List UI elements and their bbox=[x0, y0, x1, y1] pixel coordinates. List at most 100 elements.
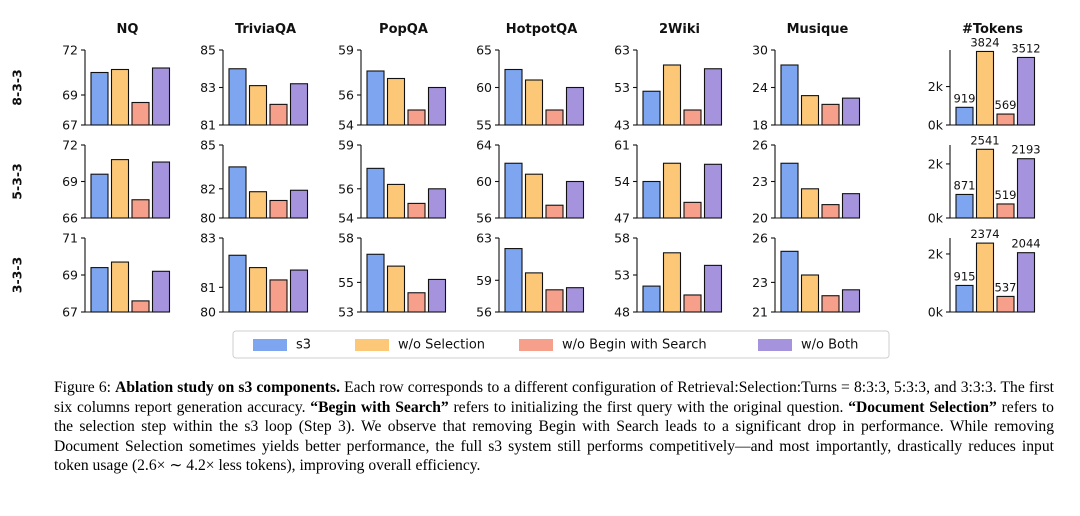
y-tick-label: 71 bbox=[62, 231, 78, 246]
bar-w-o-both bbox=[565, 287, 585, 313]
y-tick-label: 80 bbox=[200, 305, 216, 320]
data-label: 537 bbox=[995, 280, 1017, 294]
panel-nq-5-3-3: 66 69 72 bbox=[62, 138, 171, 226]
y-tick-label: 69 bbox=[62, 88, 78, 103]
bar-w-o-begin-with-search bbox=[131, 300, 150, 313]
data-label: 569 bbox=[995, 98, 1017, 112]
bar-s3 bbox=[228, 166, 247, 219]
y-tick-label: 43 bbox=[614, 118, 630, 133]
bar-w-o-both bbox=[289, 189, 309, 219]
bar-w-o-both bbox=[565, 180, 585, 219]
panel-nq-3-3-3: 67 69 71 bbox=[62, 231, 171, 320]
bar-s3 bbox=[642, 180, 661, 219]
bar-s3 bbox=[90, 267, 109, 313]
bar-w-o-selection bbox=[800, 188, 820, 219]
bar-w-o-selection bbox=[975, 242, 995, 313]
bar-w-o-selection bbox=[662, 64, 682, 126]
bar-w-o-both bbox=[841, 289, 861, 313]
column-title-tokens: #Tokens bbox=[962, 22, 1023, 37]
bar-w-o-selection bbox=[110, 159, 130, 219]
panel-tokens-3-3-3: 0k 2k 915 2374 537 2044 bbox=[928, 227, 1041, 319]
caption-title: Ablation study on s3 components. bbox=[115, 379, 340, 396]
legend-label-w-o-begin-with-search: w/o Begin with Search bbox=[562, 338, 707, 353]
bar-w-o-begin-with-search bbox=[821, 204, 840, 219]
y-tick-label: 69 bbox=[62, 268, 78, 283]
data-label: 3512 bbox=[1011, 41, 1040, 55]
bar-w-o-begin-with-search bbox=[407, 292, 426, 313]
bar-w-o-begin-with-search bbox=[996, 295, 1015, 313]
y-tick-label: 30 bbox=[752, 43, 768, 58]
caption-sentence-2: refers to initializing the first query w… bbox=[453, 398, 844, 416]
bar-s3 bbox=[504, 162, 523, 219]
bar-w-o-begin-with-search bbox=[683, 294, 702, 313]
panel-triviaqa-5-3-3: 80 82 85 bbox=[200, 138, 309, 226]
y-tick-label: 56 bbox=[476, 211, 492, 226]
y-tick-label: 21 bbox=[752, 305, 768, 320]
data-label: 2044 bbox=[1011, 237, 1040, 251]
bar-w-o-both bbox=[427, 278, 447, 313]
y-tick-label: 56 bbox=[476, 305, 492, 320]
y-tick-label: 63 bbox=[476, 231, 492, 246]
data-label: 2374 bbox=[970, 227, 999, 241]
column-title-2wiki: 2Wiki bbox=[659, 22, 700, 37]
caption-term-begin-with-search: “Begin with Search” bbox=[310, 398, 449, 416]
bar-w-o-selection bbox=[975, 148, 995, 219]
bar-w-o-both bbox=[703, 68, 723, 126]
bar-w-o-begin-with-search bbox=[821, 295, 840, 313]
panel-triviaqa-8-3-3: 81 83 85 bbox=[200, 43, 309, 133]
bar-w-o-selection bbox=[524, 79, 544, 126]
y-tick-label: 65 bbox=[476, 43, 492, 58]
bar-w-o-selection bbox=[110, 261, 130, 313]
y-tick-label: 20 bbox=[752, 211, 768, 226]
bar-s3 bbox=[642, 90, 661, 126]
caption-sentence-3: refers to the selection step within the … bbox=[54, 398, 1054, 475]
bar-w-o-both bbox=[151, 270, 171, 313]
y-tick-label: 83 bbox=[200, 80, 216, 95]
bar-w-o-begin-with-search bbox=[683, 109, 702, 126]
bar-w-o-begin-with-search bbox=[996, 203, 1015, 219]
y-tick-label: 0k bbox=[928, 211, 944, 226]
bar-s3 bbox=[366, 167, 385, 219]
caption-sentence-1: Each row corresponds to a different conf… bbox=[54, 379, 1054, 416]
bar-w-o-begin-with-search bbox=[131, 199, 150, 219]
y-tick-label: 2k bbox=[928, 246, 944, 261]
bar-w-o-selection bbox=[524, 272, 544, 313]
panel-musique-8-3-3: 18 24 30 bbox=[752, 43, 861, 133]
bar-w-o-selection bbox=[662, 162, 682, 219]
bar-w-o-selection bbox=[662, 252, 682, 313]
y-tick-label: 59 bbox=[338, 138, 354, 153]
y-tick-label: 54 bbox=[338, 118, 354, 133]
legend-label-s3: s3 bbox=[296, 338, 311, 353]
y-tick-label: 72 bbox=[62, 138, 78, 153]
bar-w-o-both bbox=[841, 193, 861, 219]
bar-s3 bbox=[642, 285, 661, 313]
bar-w-o-selection bbox=[800, 95, 820, 126]
panel-triviaqa-3-3-3: 80 81 83 bbox=[200, 231, 309, 320]
legend-swatch-w-o-selection bbox=[355, 339, 389, 351]
legend-label-w-o-both: w/o Both bbox=[801, 338, 858, 353]
y-tick-label: 47 bbox=[614, 211, 630, 226]
y-tick-label: 24 bbox=[752, 80, 768, 95]
bar-s3 bbox=[366, 70, 385, 126]
bar-w-o-selection bbox=[248, 267, 268, 313]
y-tick-label: 26 bbox=[752, 231, 768, 246]
bar-s3 bbox=[504, 68, 523, 126]
y-tick-label: 67 bbox=[62, 118, 78, 133]
y-tick-label: 85 bbox=[200, 43, 216, 58]
row-label-3-3-3: 3-3-3 bbox=[10, 257, 25, 293]
y-tick-label: 64 bbox=[476, 138, 492, 153]
bar-s3 bbox=[955, 106, 974, 126]
legend-frame bbox=[232, 330, 890, 359]
bar-s3 bbox=[366, 253, 385, 313]
y-tick-label: 23 bbox=[752, 275, 768, 290]
y-tick-label: 56 bbox=[338, 181, 354, 196]
bar-w-o-both bbox=[1016, 158, 1036, 219]
panel-tokens-5-3-3: 0k 2k 871 2541 519 2193 bbox=[928, 133, 1041, 225]
panel-hotpotqa-5-3-3: 56 60 64 bbox=[476, 138, 585, 226]
bar-s3 bbox=[780, 250, 799, 313]
bar-w-o-begin-with-search bbox=[269, 279, 288, 313]
data-label: 871 bbox=[954, 178, 976, 192]
y-tick-label: 61 bbox=[614, 138, 630, 153]
y-tick-label: 53 bbox=[614, 268, 630, 283]
bar-w-o-selection bbox=[386, 265, 406, 313]
